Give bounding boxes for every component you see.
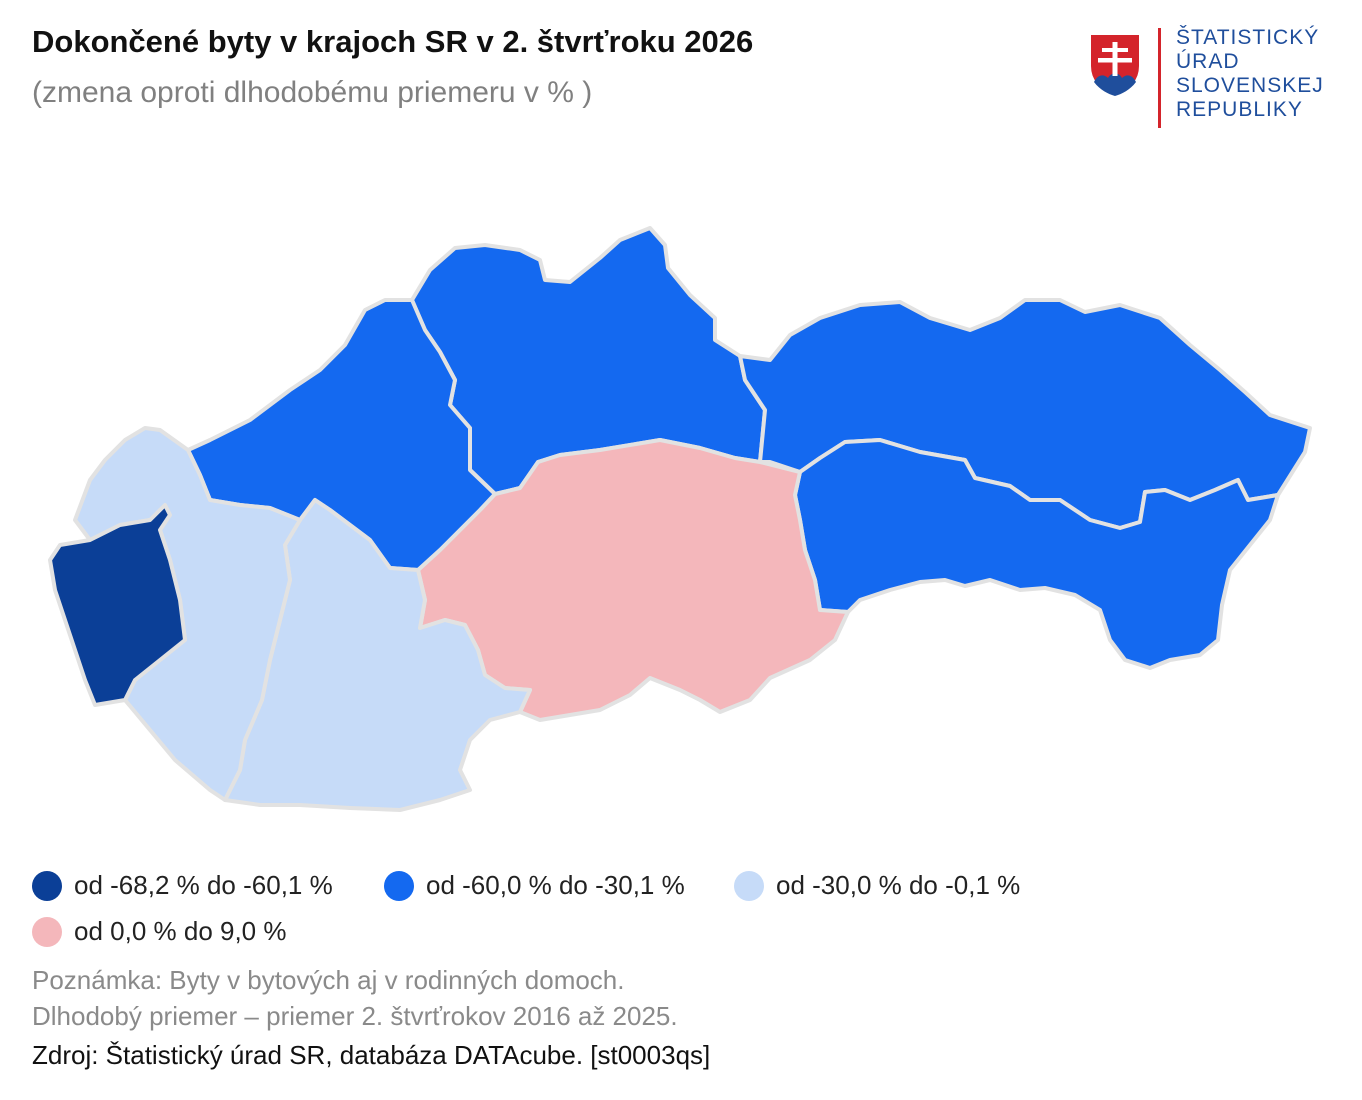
legend-label-pink: od 0,0 % do 9,0 % (74, 916, 287, 946)
logo-line-1: ŠTATISTICKÝ (1176, 26, 1320, 49)
logo-divider (1158, 28, 1161, 128)
region-bratislava[interactable] (48, 503, 187, 707)
region-kosice[interactable] (793, 438, 1280, 670)
legend-label-light-blue: od -30,0 % do -0,1 % (776, 870, 1021, 900)
legend-swatch-blue (384, 870, 414, 901)
logo-line-4: REPUBLIKY (1176, 98, 1303, 121)
legend-label-dark-blue: od -68,2 % do -60,1 % (74, 870, 333, 900)
map-title: Dokončené byty v krajoch SR v 2. štvrťro… (32, 24, 754, 59)
legend-item-pink: od 0,0 % do 9,0 % (32, 916, 286, 947)
legend-item-light-blue: od -30,0 % do -0,1 % (734, 870, 1020, 901)
legend-swatch-light-blue (734, 870, 764, 901)
legend-item-blue: od -60,0 % do -30,1 % (384, 870, 685, 901)
footnote: Poznámka: Byty v bytových aj v rodinných… (32, 962, 678, 1034)
footnote-line-1: Poznámka: Byty v bytových aj v rodinných… (32, 965, 625, 995)
map-subtitle: (zmena oproti dlhodobému priemeru v % ) (32, 76, 593, 109)
legend-label-blue: od -60,0 % do -30,1 % (426, 870, 685, 900)
footnote-line-2: Dlhodobý priemer – priemer 2. štvrťrokov… (32, 1001, 678, 1031)
logo-text: ŠTATISTICKÝ ÚRAD SLOVENSKEJ REPUBLIKY (1176, 26, 1324, 122)
slovak-coat-of-arms-icon (1089, 33, 1141, 98)
logo-line-2: ÚRAD (1176, 50, 1240, 73)
logo-line-3: SLOVENSKEJ (1176, 74, 1324, 97)
legend-swatch-dark-blue (32, 870, 62, 901)
legend-swatch-pink (32, 916, 62, 947)
source-text: Zdroj: Štatistický úrad SR, databáza DAT… (32, 1040, 711, 1070)
legend-item-dark-blue: od -68,2 % do -60,1 % (32, 870, 333, 901)
statistical-office-logo: ŠTATISTICKÝ ÚRAD SLOVENSKEJ REPUBLIKY (1086, 24, 1336, 132)
